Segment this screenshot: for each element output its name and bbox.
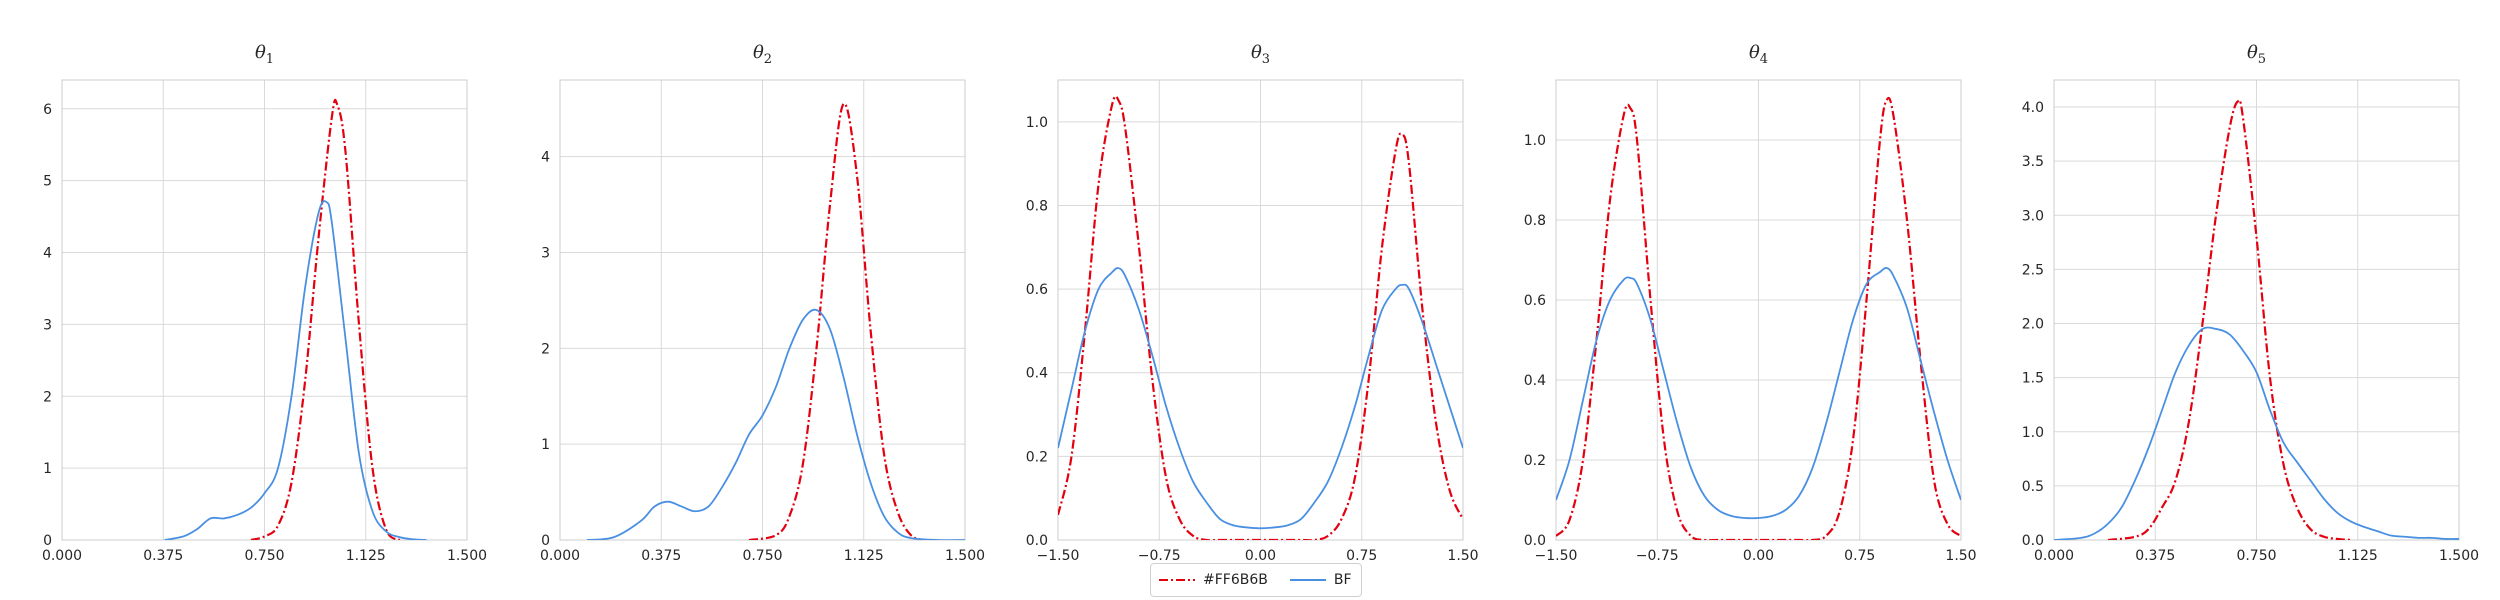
x-tick-label: 0.750	[742, 548, 782, 564]
x-tick-label: 1.50	[1447, 548, 1478, 564]
plot-frame	[1555, 79, 1962, 541]
y-tick-label: 0.8	[1026, 198, 1048, 214]
series-line-bf	[1556, 266, 1961, 520]
x-tick-label: 0.375	[143, 548, 183, 564]
legend: #FF6B6B BF	[1150, 563, 1362, 597]
x-tick-label: 0.750	[2236, 548, 2276, 564]
legend-swatch-solid	[1289, 579, 1326, 581]
plot-frame	[61, 79, 468, 541]
y-tick-label: 0.2	[1524, 453, 1546, 469]
series-line-bf	[164, 200, 427, 540]
plot-frame	[559, 79, 966, 541]
panel-title: θ4	[1749, 42, 1768, 67]
plot-frame	[2053, 79, 2460, 541]
x-tick-label: 0.75	[1346, 548, 1377, 564]
y-tick-label: 2	[541, 341, 550, 357]
y-tick-label: 0.0	[2022, 533, 2044, 549]
x-tick-label: 0.000	[540, 548, 580, 564]
y-tick-label: 5	[43, 174, 52, 190]
x-tick-label: −0.75	[1636, 548, 1679, 564]
y-tick-label: 4	[541, 150, 550, 166]
x-tick-label: −0.75	[1138, 548, 1181, 564]
legend-item-reference: #FF6B6B	[1159, 572, 1268, 588]
series-line-reference	[2107, 98, 2352, 540]
x-tick-label: 1.125	[2338, 548, 2378, 564]
x-tick-label: 1.125	[346, 548, 386, 564]
y-tick-label: 0	[43, 533, 52, 549]
y-tick-label: 2	[43, 389, 52, 405]
y-tick-label: 0.5	[2022, 479, 2044, 495]
panel-theta3: −1.50 −0.75 0.00 0.75 1.50 0.0 0.2 0.4 0.6 0.8 1.0…	[1026, 42, 1479, 564]
x-tick-label: 0.000	[2034, 548, 2074, 564]
y-tick-label: 1	[43, 461, 52, 477]
y-tick-label: 0	[541, 533, 550, 549]
x-tick-label: 1.500	[447, 548, 487, 564]
panel-title: θ1	[255, 42, 274, 67]
legend-item-bf: BF	[1289, 572, 1352, 588]
y-tick-label: 1.5	[2022, 371, 2044, 387]
y-tick-label: 3.5	[2022, 154, 2044, 170]
panel-theta5: 0.000 0.375 0.750 1.125 1.500 0.0 0.5 1.0 1.5 2.0…	[2022, 42, 2479, 564]
y-tick-label: 0.0	[1026, 533, 1048, 549]
legend-label-bf: BF	[1333, 572, 1352, 588]
series-line-reference	[1058, 95, 1463, 540]
y-tick-label: 0.6	[1026, 282, 1048, 298]
y-tick-label: 6	[43, 102, 52, 118]
x-tick-label: 0.75	[1844, 548, 1875, 564]
panel-theta2: 0.000 0.375 0.750 1.125 1.500 0 1 2 3 4 θ2	[540, 42, 985, 564]
y-tick-label: 3	[541, 246, 550, 262]
y-tick-label: 4.0	[2022, 100, 2044, 116]
x-tick-label: 1.500	[945, 548, 985, 564]
panel-theta1: 0.000 0.375 0.750 1.125 1.500 0 1 2 3 4 5 6 θ1	[42, 42, 487, 564]
y-tick-label: 3.0	[2022, 208, 2044, 224]
panel-title: θ3	[1251, 42, 1270, 67]
y-tick-label: 4	[43, 246, 52, 262]
x-tick-label: 0.000	[42, 548, 82, 564]
panel-title: θ2	[753, 42, 772, 67]
y-tick-label: 1	[541, 437, 550, 453]
series-line-reference	[250, 98, 401, 540]
y-tick-label: 0.6	[1524, 293, 1546, 309]
x-tick-label: 1.50	[1945, 548, 1976, 564]
x-tick-label: 0.00	[1245, 548, 1276, 564]
y-tick-label: 2.0	[2022, 317, 2044, 333]
y-tick-label: 1.0	[1026, 115, 1048, 131]
y-tick-label: 0.4	[1524, 373, 1546, 389]
y-tick-label: 1.0	[2022, 425, 2044, 441]
legend-label-reference: #FF6B6B	[1203, 572, 1268, 588]
y-tick-label: 2.5	[2022, 262, 2044, 278]
y-tick-label: 0.2	[1026, 449, 1048, 465]
y-tick-label: 3	[43, 317, 52, 333]
x-tick-label: 0.375	[2135, 548, 2175, 564]
x-tick-label: −1.50	[1535, 548, 1578, 564]
series-line-reference	[748, 102, 925, 540]
x-tick-label: 0.375	[641, 548, 681, 564]
x-tick-label: −1.50	[1037, 548, 1080, 564]
x-tick-label: 0.00	[1743, 548, 1774, 564]
x-tick-label: 1.125	[844, 548, 884, 564]
x-tick-label: 1.500	[2439, 548, 2479, 564]
y-tick-label: 1.0	[1524, 133, 1546, 149]
legend-swatch-dashdot	[1159, 579, 1195, 581]
series-line-reference	[1556, 96, 1961, 540]
series-line-bf	[2054, 326, 2459, 540]
series-line-bf	[586, 308, 965, 540]
panel-title: θ5	[2247, 42, 2266, 67]
x-tick-label: 0.750	[244, 548, 284, 564]
y-tick-label: 0.4	[1026, 366, 1048, 382]
y-tick-label: 0.0	[1524, 533, 1546, 549]
panel-theta4: −1.50 −0.75 0.00 0.75 1.50 0.0 0.2 0.4 0.6 0.8 1.0…	[1524, 42, 1977, 564]
series-line-bf	[1058, 267, 1463, 530]
y-tick-label: 0.8	[1524, 213, 1546, 229]
